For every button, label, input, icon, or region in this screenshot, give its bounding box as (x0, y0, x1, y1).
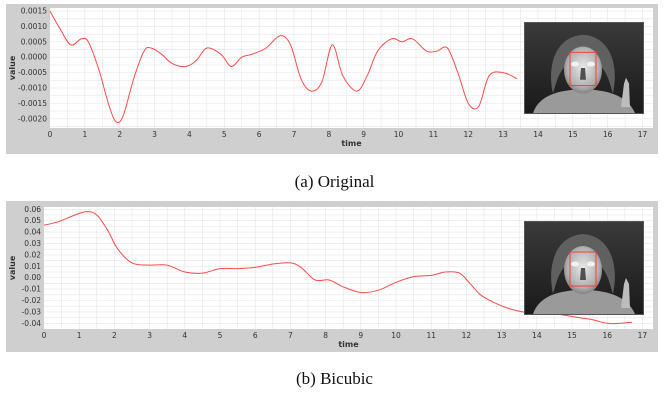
y-tick-label: 0.03 (24, 239, 41, 248)
x-tick-label: 12 (463, 130, 473, 139)
y-ticks: 0.0015 0.0010 0.0005 0.0000 -0.0005 -0.0010 -0… (18, 7, 47, 124)
x-tick-label: 13 (497, 331, 507, 340)
x-tick-label: 17 (638, 130, 648, 139)
y-tick-label: -0.0010 (18, 84, 47, 93)
y-tick-label: 0.02 (24, 250, 41, 259)
y-ticks: 0.06 0.05 0.04 0.03 0.02 0.01 0.00 -0.01 -0.02 -0… (22, 205, 42, 328)
y-tick-label: 0.0000 (21, 53, 47, 62)
x-tick-label: 2 (112, 331, 117, 340)
x-tick-label: 16 (602, 331, 612, 340)
x-tick-label: 8 (326, 130, 331, 139)
x-tick-label: 4 (187, 130, 192, 139)
y-axis-label: value (8, 255, 17, 280)
x-tick-label: 14 (532, 331, 542, 340)
y-tick-label: -0.03 (22, 307, 42, 316)
x-tick-label: 7 (292, 130, 297, 139)
x-ticks: 0 1 2 3 4 5 6 7 8 9 10 11 12 13 14 15 16 17 (42, 331, 648, 340)
y-tick-label: -0.01 (22, 285, 42, 294)
caption-original: (a) Original (294, 172, 375, 191)
x-tick-label: 16 (603, 130, 613, 139)
thermal-face-image (524, 22, 644, 114)
y-tick-label: -0.02 (22, 296, 42, 305)
x-tick-label: 3 (147, 331, 152, 340)
x-tick-label: 15 (567, 331, 577, 340)
y-tick-label: -0.04 (22, 319, 42, 328)
y-tick-label: 0.05 (24, 216, 41, 225)
x-tick-label: 6 (257, 130, 262, 139)
caption-bicubic: (b) Bicubic (296, 369, 373, 388)
x-tick-label: 9 (358, 331, 363, 340)
x-tick-label: 3 (152, 130, 157, 139)
y-tick-label: 0.00 (24, 273, 41, 282)
chart-panel-bicubic: 0 1 2 3 4 5 6 7 8 9 10 11 12 13 14 15 16 17 0.06 0.05 0.04 0.… (6, 201, 658, 352)
y-tick-label: 0.0010 (21, 22, 47, 31)
x-axis-label: time (338, 340, 359, 349)
x-tick-label: 9 (361, 130, 366, 139)
x-ticks: 0 1 2 3 4 5 6 7 8 9 10 11 12 13 14 15 16 17 (48, 130, 648, 139)
x-tick-label: 17 (638, 331, 648, 340)
x-tick-label: 0 (42, 331, 47, 340)
y-axis-label: value (8, 55, 17, 80)
y-tick-label: -0.0015 (18, 99, 47, 108)
x-tick-label: 5 (222, 130, 227, 139)
x-tick-label: 13 (498, 130, 508, 139)
y-tick-label: 0.0005 (21, 37, 47, 46)
x-tick-label: 2 (117, 130, 122, 139)
x-tick-label: 7 (288, 331, 293, 340)
y-tick-label: -0.0020 (18, 114, 47, 123)
x-tick-label: 11 (429, 130, 439, 139)
x-tick-label: 11 (426, 331, 436, 340)
x-tick-label: 10 (394, 130, 404, 139)
y-tick-label: 0.01 (24, 262, 41, 271)
x-axis-label: time (341, 139, 362, 148)
x-tick-label: 0 (48, 130, 53, 139)
chart-panel-original: 0 1 2 3 4 5 6 7 8 9 10 11 12 13 14 15 16 17 0.0015 0.0010 0.… (6, 4, 658, 154)
y-tick-label: 0.06 (24, 205, 41, 214)
x-tick-label: 4 (182, 331, 187, 340)
y-tick-label: -0.0005 (18, 68, 47, 77)
x-tick-label: 8 (323, 331, 328, 340)
x-tick-label: 1 (77, 331, 82, 340)
x-tick-label: 1 (82, 130, 87, 139)
x-tick-label: 15 (568, 130, 578, 139)
x-tick-label: 6 (253, 331, 258, 340)
y-tick-label: 0.0015 (21, 7, 47, 16)
x-tick-label: 10 (391, 331, 401, 340)
series-line (49, 10, 518, 124)
x-tick-label: 14 (533, 130, 543, 139)
x-tick-label: 12 (462, 331, 472, 340)
y-tick-label: 0.04 (24, 228, 41, 237)
thermal-face-image (524, 221, 644, 315)
x-tick-label: 5 (218, 331, 223, 340)
